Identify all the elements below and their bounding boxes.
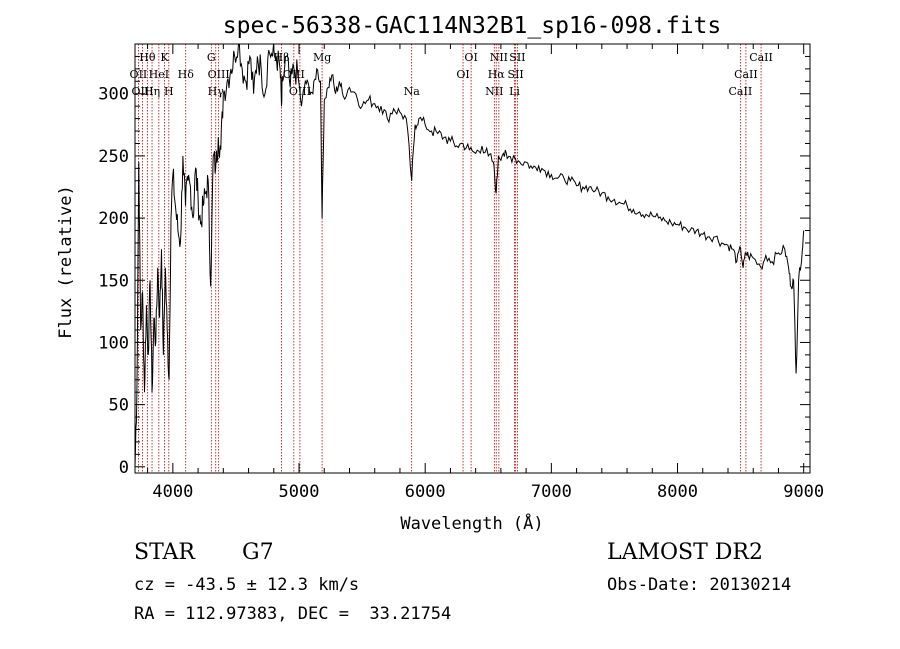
line-marker-label-1: K bbox=[160, 51, 169, 64]
line-marker-label-5: OI bbox=[464, 51, 477, 64]
x-tick-label-9000: 9000 bbox=[783, 482, 824, 502]
line-marker-label-7: SII bbox=[509, 51, 525, 64]
line-marker-label-10: HeI bbox=[149, 68, 169, 81]
line-marker-label-15: Hα bbox=[488, 68, 506, 81]
y-tick-label-150: 150 bbox=[98, 271, 129, 291]
x-tick-label-5000: 5000 bbox=[279, 482, 320, 502]
line-marker-label-19: Hη bbox=[144, 85, 160, 98]
x-tick-label-6000: 6000 bbox=[405, 482, 446, 502]
line-marker-label-26: CaII bbox=[729, 85, 753, 98]
line-marker-label-17: CaII bbox=[734, 68, 758, 81]
line-marker-label-8: CaII bbox=[749, 51, 773, 64]
x-axis-ticks: 4000 5000 6000 7000 8000 9000 bbox=[147, 44, 824, 502]
line-marker-label-16: SII bbox=[508, 68, 524, 81]
line-marker-label-23: Na bbox=[404, 85, 421, 98]
object-class: STAR bbox=[134, 540, 195, 565]
x-tick-label-4000: 4000 bbox=[152, 482, 193, 502]
line-marker-label-12: OIII bbox=[208, 68, 230, 81]
survey-name: LAMOST DR2 bbox=[607, 540, 763, 565]
line-marker-label-4: Mg bbox=[313, 51, 331, 64]
line-marker-label-6: NII bbox=[490, 51, 508, 64]
line-marker-label-2: G bbox=[207, 51, 216, 64]
line-marker-label-20: H bbox=[164, 85, 174, 98]
y-tick-label-300: 300 bbox=[98, 85, 129, 105]
y-tick-label-250: 250 bbox=[98, 147, 129, 167]
line-marker-label-0: Hθ bbox=[139, 51, 156, 64]
line-marker-label-18: OIII bbox=[132, 85, 154, 98]
line-marker-label-24: NII bbox=[485, 85, 503, 98]
y-axis-ticks: 0 50 100 150 200 250 300 bbox=[98, 55, 810, 478]
y-tick-label-100: 100 bbox=[98, 333, 129, 353]
y-tick-label-0: 0 bbox=[119, 458, 129, 478]
y-tick-label-200: 200 bbox=[98, 209, 129, 229]
line-marker-label-21: Hγ bbox=[208, 85, 225, 98]
y-axis-label: Flux (relative) bbox=[56, 185, 76, 339]
line-marker-label-11: Hδ bbox=[178, 68, 195, 81]
y-tick-label-50: 50 bbox=[109, 396, 129, 416]
coordinates: RA = 112.97383, DEC = 33.21754 bbox=[134, 604, 452, 624]
obs-date: Obs-Date: 20130214 bbox=[607, 575, 792, 595]
x-tick-label-7000: 7000 bbox=[531, 482, 572, 502]
redshift-readout: cz = -43.5 ± 12.3 km/s bbox=[134, 575, 360, 595]
spectrum-line bbox=[134, 43, 805, 467]
line-markers bbox=[138, 44, 762, 473]
line-marker-label-14: OI bbox=[456, 68, 469, 81]
line-marker-label-25: Li bbox=[509, 85, 520, 98]
plot-frame bbox=[134, 43, 811, 474]
line-marker-label-9: OII bbox=[130, 68, 148, 81]
x-tick-label-8000: 8000 bbox=[657, 482, 698, 502]
line-marker-label-13: OIII bbox=[283, 68, 305, 81]
object-subclass: G7 bbox=[242, 540, 274, 565]
x-axis-label: Wavelength (Å) bbox=[400, 512, 543, 534]
chart-title: spec-56338-GAC114N32B1_sp16-098.fits bbox=[223, 13, 722, 39]
